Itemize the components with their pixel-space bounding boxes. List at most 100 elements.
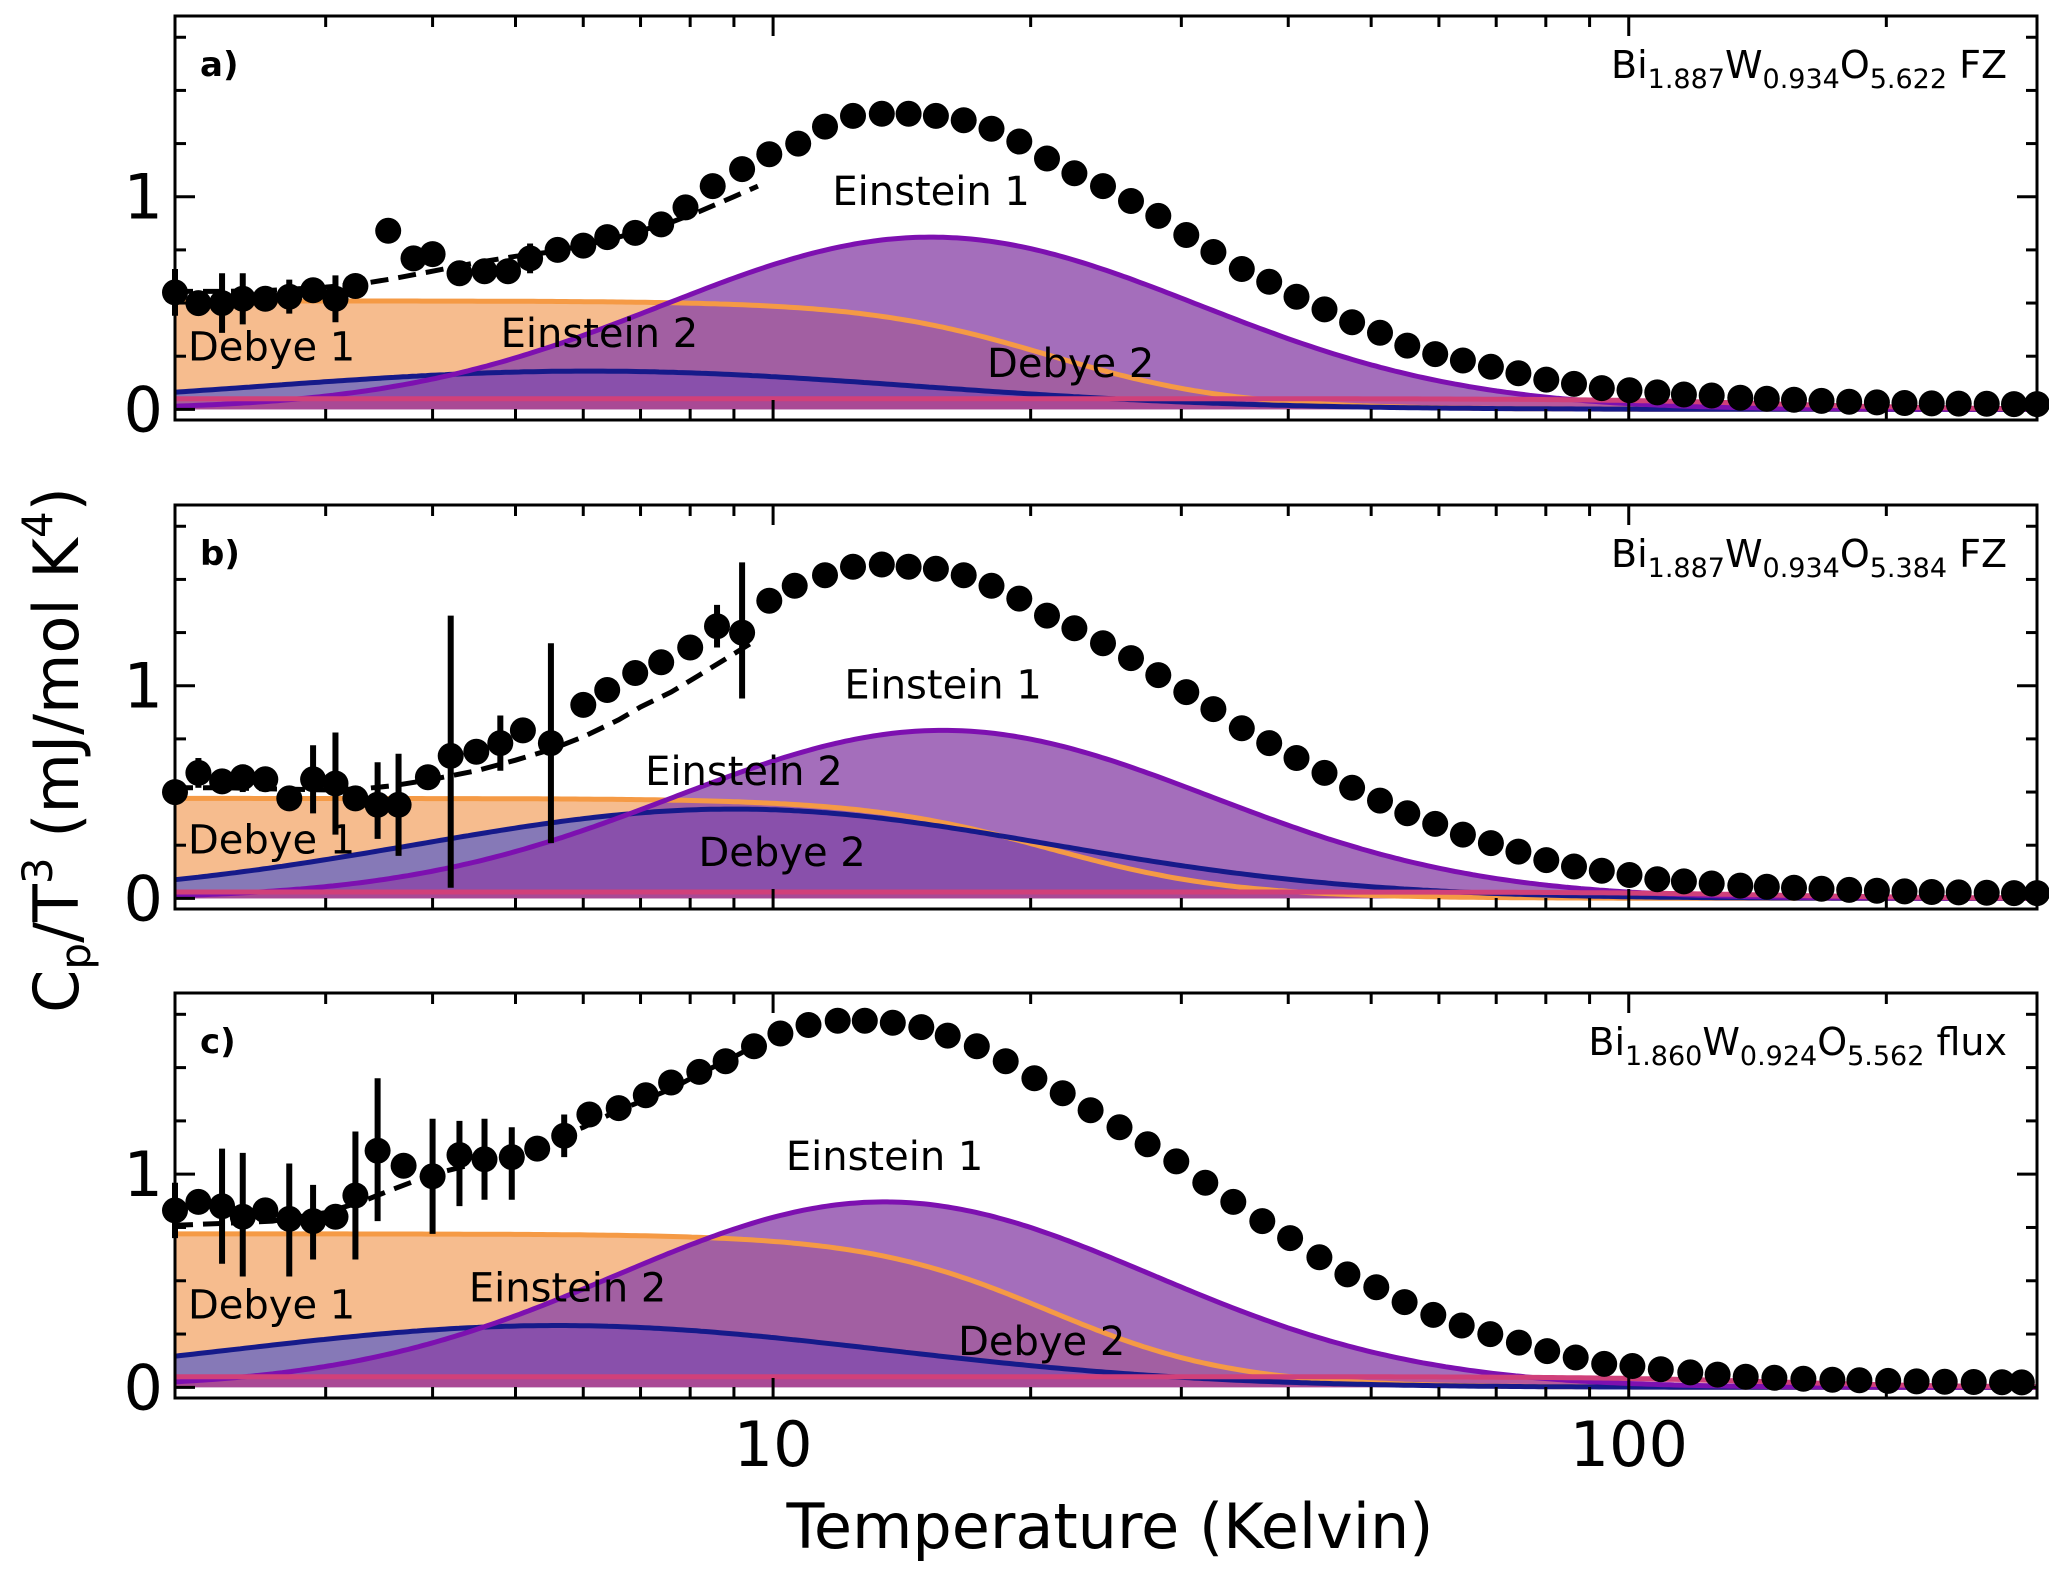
data-point: [622, 660, 649, 686]
data-point: [622, 219, 649, 246]
data-point: [934, 1022, 961, 1049]
data-point: [229, 1203, 256, 1230]
data-point: [419, 241, 446, 268]
data-point: [2001, 391, 2027, 418]
data-point: [781, 572, 808, 599]
data-point: [322, 1203, 349, 1230]
data-point: [1391, 1289, 1418, 1316]
einstein1-fill: [175, 730, 2037, 899]
data-point: [686, 1058, 713, 1085]
data-point: [1448, 1312, 1475, 1339]
data-point: [1670, 381, 1697, 408]
data-point: [1727, 384, 1754, 411]
data-point: [1863, 389, 1890, 416]
data-point: [1505, 360, 1532, 387]
data-point: [812, 113, 838, 140]
data-point: [677, 634, 704, 661]
data-point: [1790, 1365, 1817, 1392]
data-point: [185, 290, 212, 317]
data-point: [1781, 386, 1807, 413]
data-point: [390, 1152, 417, 1179]
data-point: [446, 260, 473, 287]
data-point: [1973, 879, 2000, 906]
data-point: [1106, 1114, 1133, 1141]
y-tick-label: 0: [124, 1351, 163, 1424]
data-point: [1006, 128, 1033, 155]
data-point: [509, 717, 536, 744]
data-point: [209, 1193, 236, 1220]
einstein1-label: Einstein 1: [786, 1134, 984, 1180]
data-point: [1200, 239, 1227, 265]
data-point: [471, 1146, 498, 1173]
data-point: [1256, 268, 1283, 295]
data-point: [1311, 759, 1338, 786]
data-point: [1145, 662, 1172, 689]
data-point: [1918, 390, 1945, 417]
data-point: [729, 619, 756, 646]
sample-formula: Bi1.887W0.934O5.622 FZ: [1611, 43, 2007, 95]
data-point: [1449, 347, 1476, 374]
data-point: [185, 1188, 212, 1215]
data-point: [1836, 388, 1863, 415]
data-point: [594, 224, 621, 251]
data-point: [756, 587, 783, 614]
data-point: [1118, 188, 1144, 214]
data-point: [1533, 366, 1560, 393]
data-point: [785, 130, 812, 157]
data-point: [648, 649, 675, 676]
data-point: [498, 1144, 525, 1171]
data-point: [1644, 866, 1671, 893]
data-point: [1249, 1208, 1276, 1235]
data-point: [551, 1122, 578, 1149]
data-point: [1134, 1131, 1161, 1158]
data-point: [342, 785, 369, 812]
data-point: [1561, 370, 1587, 397]
data-point: [1561, 853, 1587, 880]
data-point: [229, 764, 256, 791]
data-point: [658, 1069, 685, 1096]
data-point: [209, 768, 236, 795]
einstein1-curve: [174, 1199, 2037, 1390]
data-point: [1698, 870, 1725, 897]
data-point: [1533, 847, 1560, 874]
x-tick-label: 10: [734, 1408, 813, 1481]
y-tick-label: 0: [124, 862, 163, 935]
data-point: [1647, 1356, 1674, 1383]
data-point: [950, 107, 977, 134]
data-point: [1173, 222, 1200, 248]
data-point: [463, 738, 490, 765]
data-point: [1989, 1369, 2015, 1396]
data-point: [342, 1182, 369, 1209]
data-point: [1061, 615, 1088, 642]
data-point: [1228, 715, 1255, 742]
data-point: [1339, 774, 1366, 801]
panel-a: 0 1 a) Bi1.887W0.934O5.622 FZ Einstein 1 Eins…: [124, 14, 2049, 446]
data-point: [276, 1205, 303, 1232]
data-point: [840, 553, 866, 580]
data-point: [1339, 309, 1366, 336]
data-point: [1090, 173, 1116, 200]
data-point: [1363, 1274, 1390, 1301]
data-point: [300, 766, 327, 793]
data-point: [594, 677, 621, 703]
data-point: [950, 562, 977, 589]
y-tick-label: 1: [124, 650, 163, 723]
panel-c: 0 1 c) Bi1.860W0.924O5.562 flux Einstein 1 Ei…: [124, 991, 2039, 1481]
data-point: [276, 283, 303, 310]
data-point: [576, 1101, 603, 1128]
data-point: [1422, 810, 1449, 837]
data-point: [1228, 256, 1255, 282]
data-point: [1534, 1338, 1561, 1365]
data-point: [1077, 1097, 1104, 1124]
data-point: [1808, 875, 1835, 902]
data-point: [487, 730, 514, 757]
y-tick-label: 1: [124, 1138, 163, 1211]
data-point: [1034, 145, 1060, 172]
panel-letter: b): [200, 534, 240, 574]
data-point: [840, 102, 866, 129]
plot-frame: [173, 14, 2039, 422]
data-point: [1334, 1261, 1361, 1288]
data-point: [712, 1048, 739, 1075]
data-point: [2008, 1369, 2035, 1396]
